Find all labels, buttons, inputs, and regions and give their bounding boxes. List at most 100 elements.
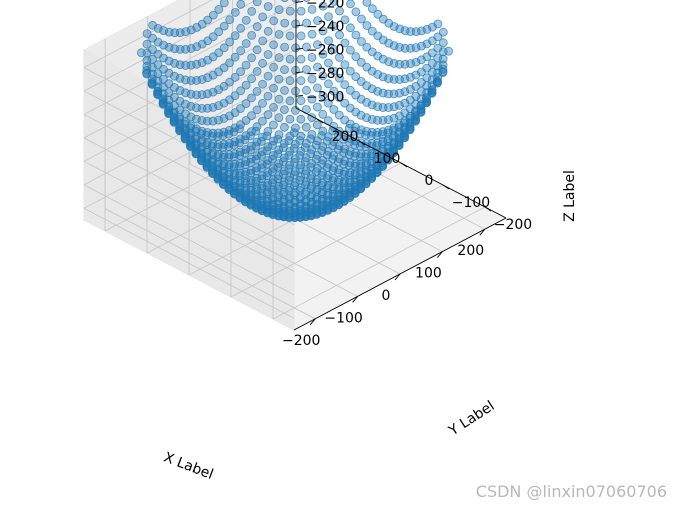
data-point [438,27,448,37]
data-point [225,111,234,121]
data-point [252,122,262,132]
data-point [329,66,339,76]
data-point [318,91,328,101]
data-point [280,18,290,28]
data-point [214,4,224,14]
data-point [395,24,405,34]
data-point [241,99,251,108]
gridline-z-back [83,95,297,209]
data-point [214,101,223,110]
data-point [318,187,327,197]
data-point [252,45,262,55]
x-tick-label: −100 [324,310,362,326]
data-point [268,151,278,160]
data-point [268,136,278,146]
data-point [411,106,421,116]
data-point [164,108,174,117]
data-point [274,130,284,140]
y-tick-mark [442,184,450,190]
data-point [362,126,372,136]
data-point [169,115,179,125]
data-point [307,145,317,155]
data-point [345,23,355,33]
data-point [284,175,294,185]
data-point [329,45,339,54]
data-point [351,52,361,62]
data-point [302,42,311,52]
data-point [241,39,251,48]
data-point [351,30,361,40]
data-point [378,103,388,112]
data-point [263,26,273,36]
data-point [280,42,290,52]
data-point [340,38,350,48]
data-point [400,26,410,36]
data-point [335,6,344,16]
data-point [170,58,180,68]
data-point [378,14,388,24]
data-point [285,146,295,156]
y-tick-label: −200 [494,217,532,233]
data-point [219,43,229,53]
data-point [362,0,372,7]
data-point [197,155,207,165]
data-point [225,15,235,25]
data-point [334,93,344,102]
data-point [202,137,212,147]
data-point [417,41,426,51]
data-point [323,180,333,190]
data-point [334,53,344,62]
data-point [257,116,267,126]
data-point [252,163,262,173]
data-point [285,54,295,64]
y-axis-title: Y Label [445,398,497,440]
data-point [302,18,312,28]
data-point [197,126,207,136]
data-point [263,110,273,119]
data-point [312,120,322,130]
data-point [313,40,322,49]
data-point [345,45,355,55]
data-point [263,142,273,152]
data-point [389,113,399,123]
data-point [285,131,295,141]
data-point [296,31,306,41]
data-point [389,41,399,51]
data-point [274,113,284,123]
data-point [389,59,399,68]
data-point [191,114,201,124]
data-point [373,115,382,125]
data-point [164,42,174,52]
x-tick-mark [309,318,316,326]
data-point [400,87,410,97]
data-point [291,65,300,75]
x-axis-title: X Label [161,450,215,484]
axis-lines [293,0,507,331]
data-point [268,120,278,130]
gridline-z-back [83,48,297,162]
data-point [334,110,344,120]
data-point [241,157,251,166]
data-point [438,38,448,48]
data-point [186,101,196,111]
data-point [422,88,432,97]
data-point [340,80,350,90]
data-point [329,0,339,6]
data-point [159,26,169,36]
data-point [335,30,344,40]
data-point [263,91,273,101]
data-point [269,83,278,93]
data-point [351,7,361,17]
z-axis-title: Z Label [562,170,578,222]
data-point [285,96,295,106]
data-point [307,129,317,139]
data-point [301,180,310,190]
data-point [269,102,278,112]
data-point [296,6,306,16]
data-point [181,27,191,37]
z-tick-mark [295,24,304,27]
z-tick-mark [295,94,304,97]
data-point [405,85,415,94]
data-point [236,0,246,9]
data-point [416,55,426,65]
